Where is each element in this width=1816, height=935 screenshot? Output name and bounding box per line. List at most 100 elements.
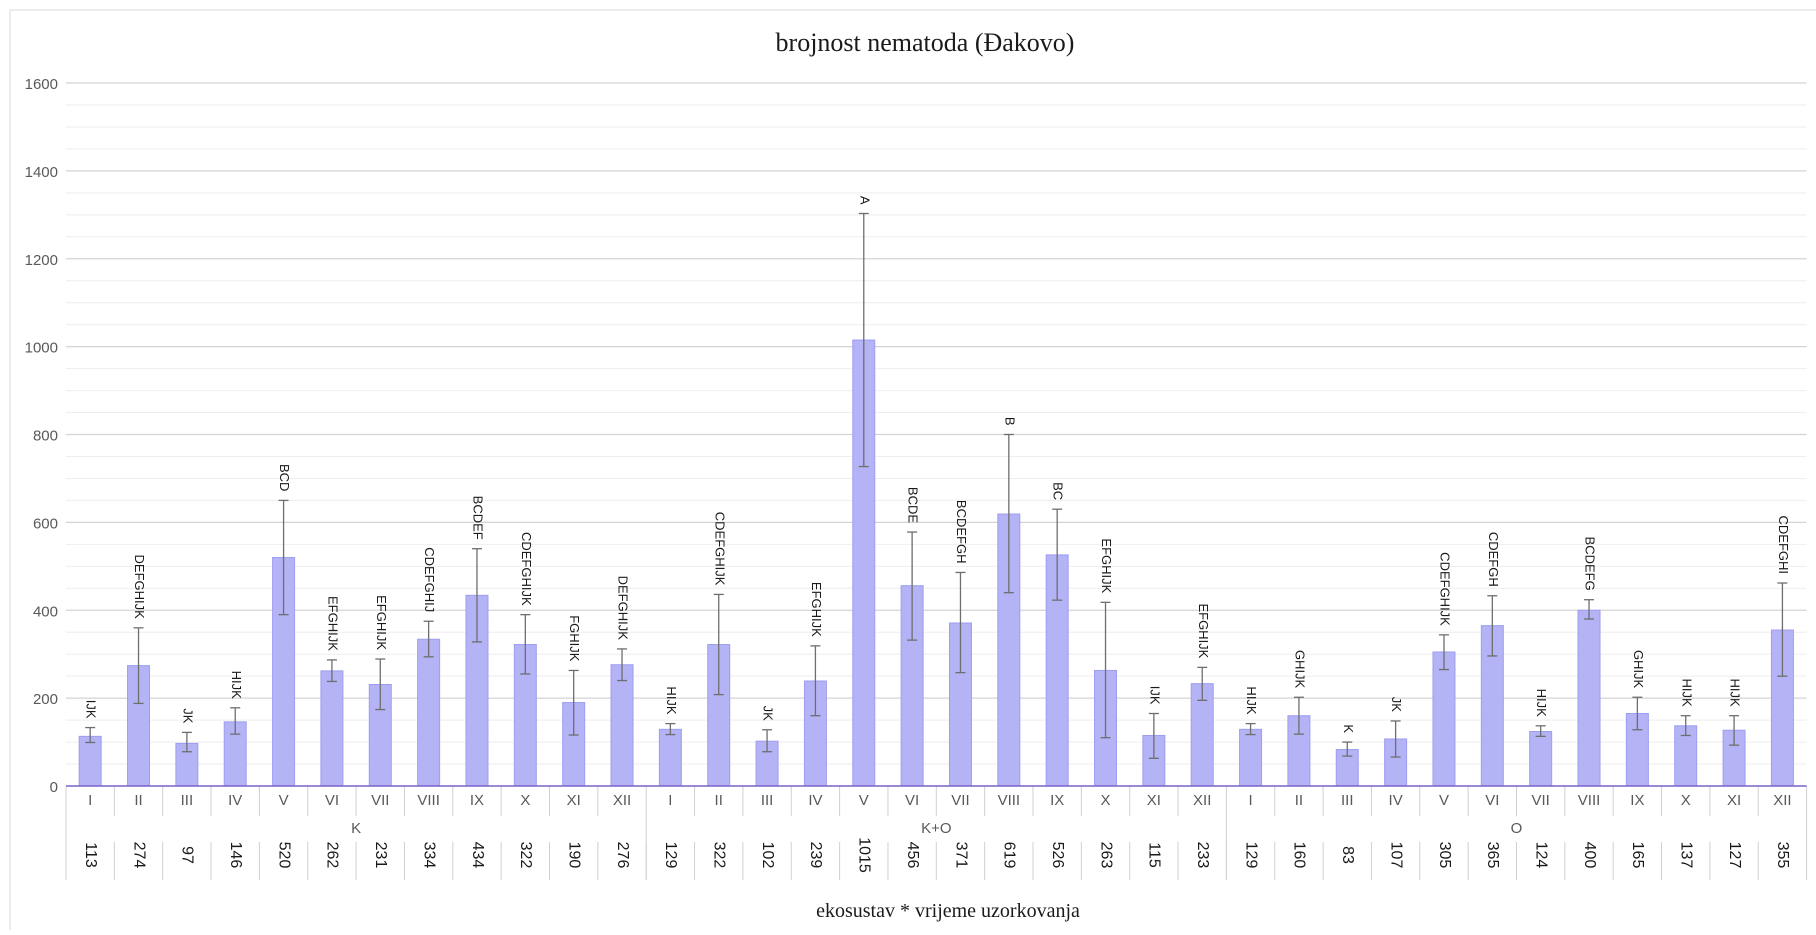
value-label: 371 bbox=[952, 842, 969, 869]
y-tick-label: 400 bbox=[33, 603, 58, 620]
x-category-label: XII bbox=[1193, 792, 1211, 809]
y-tick-label: 0 bbox=[50, 779, 58, 796]
value-label: 276 bbox=[614, 842, 631, 869]
value-label: 365 bbox=[1484, 842, 1501, 869]
bar bbox=[1432, 651, 1456, 787]
x-category-label: X bbox=[520, 792, 530, 809]
x-group-label: O bbox=[1511, 820, 1523, 837]
value-label: 231 bbox=[372, 842, 389, 869]
significance-letter: HIJK bbox=[1728, 679, 1743, 708]
x-category-label: VI bbox=[905, 792, 919, 809]
x-category-label: IV bbox=[808, 792, 822, 809]
significance-letter: JK bbox=[1389, 697, 1404, 713]
value-label: 619 bbox=[1001, 842, 1018, 869]
significance-letter: CDEFGH bbox=[1486, 532, 1501, 587]
x-category-label: IX bbox=[1050, 792, 1064, 809]
significance-letter: GHIJK bbox=[1292, 650, 1307, 689]
significance-letter: BCDE bbox=[906, 487, 921, 523]
significance-letter: IJK bbox=[1147, 686, 1162, 705]
x-category-label: I bbox=[88, 792, 92, 809]
x-axis-label: ekosustav * vrijeme uzorkovanja bbox=[816, 900, 1080, 922]
value-label: 102 bbox=[759, 842, 776, 869]
x-category-label: I bbox=[668, 792, 672, 809]
value-label: 1015 bbox=[856, 837, 873, 873]
significance-letter: EFGHIJK bbox=[1196, 603, 1211, 658]
x-group-label: K bbox=[351, 820, 361, 837]
significance-letter: EFGHIJK bbox=[809, 582, 824, 637]
value-label: 190 bbox=[565, 842, 582, 869]
error-bars bbox=[85, 212, 1788, 759]
x-category-label: X bbox=[1101, 792, 1111, 809]
bar bbox=[1529, 731, 1553, 787]
value-label: 456 bbox=[904, 842, 921, 869]
x-category-label: VII bbox=[951, 792, 969, 809]
x-category-label: II bbox=[1295, 792, 1303, 809]
significance-letter: EFGHIJK bbox=[325, 596, 340, 651]
value-label: 322 bbox=[710, 842, 727, 869]
x-category-label: VI bbox=[325, 792, 339, 809]
value-label: 334 bbox=[420, 842, 437, 869]
x-category-label: XI bbox=[567, 792, 581, 809]
bar bbox=[658, 728, 682, 787]
significance-letter: JK bbox=[761, 706, 776, 722]
y-tick-label: 1600 bbox=[25, 76, 58, 93]
x-category-label: III bbox=[1341, 792, 1354, 809]
significance-letter: HIJK bbox=[1534, 689, 1549, 718]
x-category-label: XI bbox=[1727, 792, 1741, 809]
x-category-label: XI bbox=[1147, 792, 1161, 809]
value-label: 526 bbox=[1049, 842, 1066, 869]
significance-letter: B bbox=[1002, 417, 1017, 426]
y-tick-label: 1000 bbox=[25, 340, 58, 357]
significance-letter: HIJK bbox=[229, 671, 244, 700]
value-label: 160 bbox=[1291, 842, 1308, 869]
value-label: 165 bbox=[1629, 842, 1646, 869]
significance-letter: DEFGHIJK bbox=[132, 555, 147, 620]
x-category-label: VII bbox=[371, 792, 389, 809]
bar bbox=[610, 664, 634, 787]
significance-letter: K bbox=[1341, 724, 1356, 733]
significance-letter: BCDEFG bbox=[1583, 537, 1598, 591]
significance-letter: BCDEF bbox=[471, 496, 486, 540]
value-label: 520 bbox=[275, 842, 292, 869]
value-label: 233 bbox=[1194, 842, 1211, 869]
significance-letter: CDEFGHIJ bbox=[422, 547, 437, 612]
x-category-label: II bbox=[715, 792, 723, 809]
bar bbox=[417, 638, 441, 787]
y-tick-label: 600 bbox=[33, 515, 58, 532]
significance-letter: EFGHIJK bbox=[1099, 538, 1114, 593]
value-label: 113 bbox=[82, 842, 99, 868]
value-label: 107 bbox=[1387, 842, 1404, 869]
x-category-label: VIII bbox=[417, 792, 440, 809]
significance-letter: JK bbox=[180, 708, 195, 724]
significance-letter: GHIJK bbox=[1631, 650, 1646, 689]
significance-letter: EFGHIJK bbox=[374, 595, 389, 650]
value-label: 127 bbox=[1726, 842, 1743, 869]
value-label: 274 bbox=[130, 842, 147, 869]
x-category-label: III bbox=[181, 792, 194, 809]
x-category-label: X bbox=[1681, 792, 1691, 809]
y-tick-label: 200 bbox=[33, 691, 58, 708]
value-label: 263 bbox=[1097, 842, 1114, 869]
x-category-label: V bbox=[1439, 792, 1449, 809]
value-label: 83 bbox=[1339, 846, 1356, 864]
x-category-label: VII bbox=[1532, 792, 1550, 809]
significance-letter: IJK bbox=[84, 700, 99, 719]
bar bbox=[1577, 609, 1601, 787]
significance-letter: FGHIJK bbox=[567, 615, 582, 662]
x-group-label: K+O bbox=[921, 820, 951, 837]
x-axis: I113II274III97IV146V520VI262VII231VIII33… bbox=[65, 785, 1808, 880]
significance-letter: HIJK bbox=[1679, 679, 1694, 708]
y-tick-label: 800 bbox=[33, 428, 58, 445]
x-category-label: V bbox=[859, 792, 869, 809]
significance-letter: HIJK bbox=[664, 686, 679, 715]
significance-letter: DEFGHIJK bbox=[616, 576, 631, 641]
x-category-label: IX bbox=[470, 792, 484, 809]
significance-letter: A bbox=[857, 196, 872, 205]
value-label: 115 bbox=[1146, 842, 1163, 868]
value-label: 434 bbox=[469, 842, 486, 869]
significance-letter: CDEFGHIJK bbox=[712, 512, 727, 586]
x-category-label: XII bbox=[613, 792, 631, 809]
significance-letter: BCD bbox=[277, 464, 292, 491]
value-label: 129 bbox=[1242, 842, 1259, 869]
